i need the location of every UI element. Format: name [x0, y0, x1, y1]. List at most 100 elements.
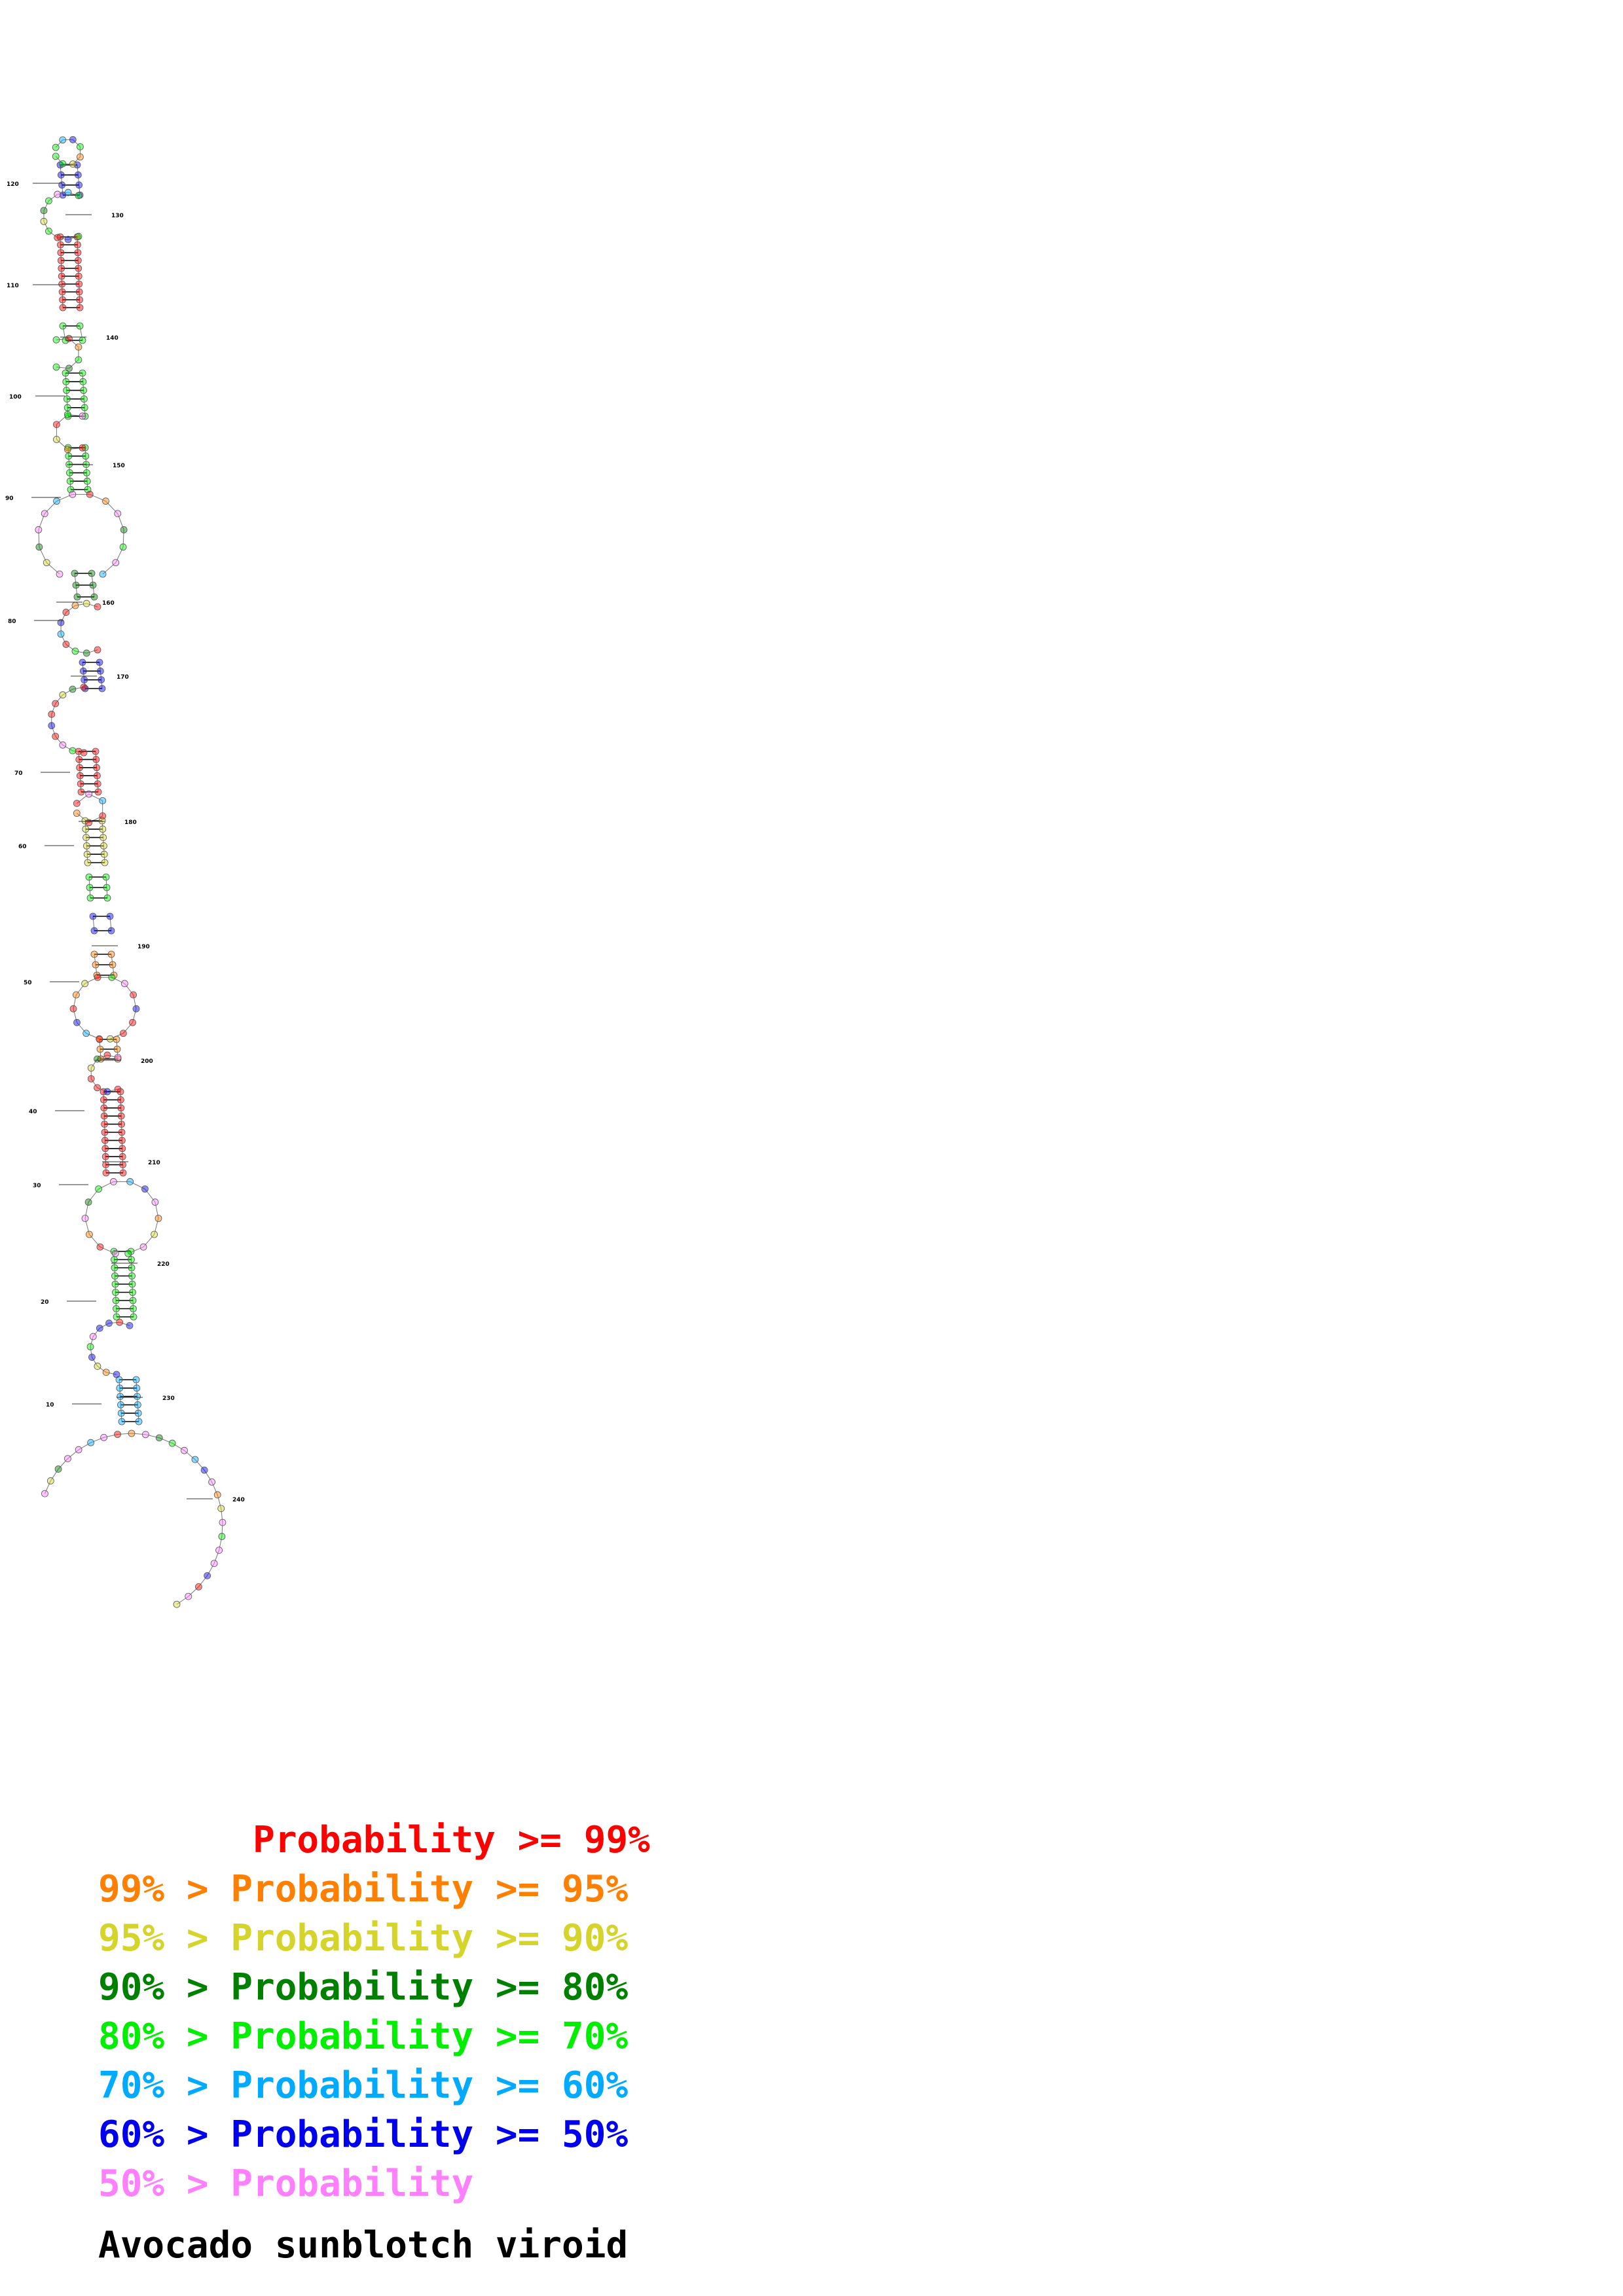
- nucleotide: [75, 272, 82, 280]
- nucleotide: [76, 304, 84, 312]
- backbone-segment: [69, 359, 79, 369]
- nucleotide: [110, 971, 118, 979]
- nucleotide: [185, 1592, 192, 1600]
- legend-entry: 80% > Probability >= 70%: [98, 2015, 629, 2058]
- nucleotide: [213, 1491, 221, 1499]
- nucleotide: [120, 980, 128, 988]
- tick-label: 190: [137, 944, 150, 950]
- nucleotide: [59, 136, 67, 144]
- nucleotide: [59, 296, 66, 304]
- nucleotide: [62, 369, 69, 377]
- nucleotide: [69, 1005, 77, 1013]
- nucleotide: [117, 1088, 124, 1096]
- nucleotide: [128, 1429, 136, 1437]
- backbone-segment: [154, 1218, 159, 1235]
- backbone-segment: [117, 1433, 132, 1435]
- nucleotide: [82, 825, 90, 833]
- backbone-segment: [50, 1469, 59, 1481]
- strand: [99, 662, 103, 689]
- nucleotide: [128, 1272, 136, 1280]
- nucleotide: [74, 171, 82, 179]
- strand: [60, 164, 64, 196]
- nucleotide: [69, 135, 77, 143]
- nucleotide: [76, 322, 84, 330]
- nucleotide: [135, 1418, 143, 1426]
- nucleotide: [99, 797, 107, 804]
- backbone-segment: [97, 1087, 108, 1092]
- nucleotide: [84, 859, 92, 867]
- nucleotide: [73, 161, 81, 169]
- nucleotide: [100, 1433, 108, 1441]
- nucleotide: [43, 559, 50, 567]
- nucleotide: [87, 1075, 95, 1083]
- tick-label: 20: [41, 1299, 49, 1306]
- backbone-segment: [143, 1234, 155, 1247]
- nucleotide: [102, 1161, 110, 1168]
- nucleotide: [83, 477, 91, 485]
- tick-label: 60: [18, 844, 27, 850]
- nucleotide: [58, 264, 65, 272]
- nucleotide: [56, 570, 64, 578]
- nucleotide: [71, 569, 79, 577]
- backbone-segment: [92, 1328, 100, 1337]
- nucleotide: [116, 1318, 124, 1326]
- nucleotide: [191, 1456, 199, 1463]
- nucleotide: [124, 1249, 132, 1257]
- backbone-segment: [176, 1596, 189, 1605]
- nucleotide: [79, 369, 86, 377]
- backbone-segment: [204, 1469, 213, 1482]
- nucleotide: [210, 1560, 218, 1568]
- backbone-segment: [133, 994, 137, 1009]
- nucleotide: [113, 1305, 120, 1312]
- backbone-segment: [51, 725, 56, 737]
- nucleotide: [94, 780, 101, 787]
- nucleotide: [90, 927, 98, 935]
- nucleotide: [65, 365, 73, 372]
- strand: [92, 916, 95, 931]
- nucleotide: [116, 1384, 124, 1392]
- nucleotide: [102, 1369, 110, 1376]
- nucleotide: [94, 1363, 101, 1370]
- nucleotide: [96, 1324, 103, 1332]
- nucleotide: [83, 850, 91, 858]
- nucleotide: [94, 603, 101, 611]
- backbone-segment: [102, 562, 117, 575]
- nucleotide: [74, 257, 82, 264]
- nucleotide: [82, 452, 90, 460]
- backbone-segment: [46, 562, 60, 575]
- nucleotide: [151, 1230, 158, 1238]
- backbone-segment: [56, 493, 73, 502]
- nucleotide: [155, 1215, 162, 1222]
- nucleotide: [109, 1178, 117, 1185]
- nucleotide: [72, 991, 80, 999]
- nucleotide: [120, 526, 128, 533]
- nucleotide: [80, 387, 87, 394]
- nucleotide: [64, 236, 72, 243]
- backbone-segment: [65, 605, 76, 613]
- nucleotide: [86, 1343, 94, 1351]
- nucleotide: [99, 812, 107, 820]
- tick-label: 170: [117, 674, 129, 681]
- backbone-segment: [90, 493, 106, 502]
- backbone-segment: [97, 1054, 108, 1060]
- nucleotide: [81, 980, 89, 988]
- nucleotide: [64, 404, 71, 412]
- nucleotide: [81, 1215, 89, 1222]
- backbone-segment: [97, 1366, 107, 1373]
- nucleotide: [101, 859, 109, 867]
- nucleotide: [85, 790, 93, 798]
- strand: [84, 820, 88, 863]
- nucleotide: [81, 444, 89, 452]
- nucleotide: [75, 1446, 82, 1454]
- nucleotide: [208, 1478, 216, 1486]
- nucleotide: [119, 1161, 127, 1168]
- backbone-segment: [73, 994, 77, 1009]
- nucleotide: [113, 1313, 120, 1321]
- nucleotide: [117, 1409, 125, 1417]
- nucleotide: [103, 894, 111, 902]
- nucleotide: [103, 1051, 111, 1059]
- nucleotide: [81, 404, 88, 412]
- nucleotide: [106, 1035, 114, 1043]
- structure-backbone: [38, 139, 223, 1605]
- backbone-segment: [103, 1434, 118, 1438]
